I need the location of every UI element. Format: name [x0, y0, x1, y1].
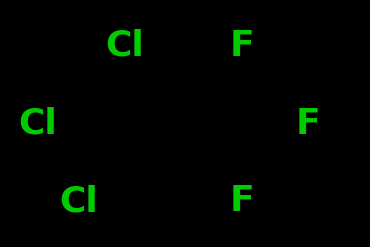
Text: Cl: Cl	[105, 29, 144, 63]
Text: F: F	[229, 184, 254, 218]
Text: Cl: Cl	[18, 106, 57, 141]
Text: Cl: Cl	[59, 184, 98, 218]
Text: F: F	[229, 29, 254, 63]
Text: F: F	[296, 106, 321, 141]
